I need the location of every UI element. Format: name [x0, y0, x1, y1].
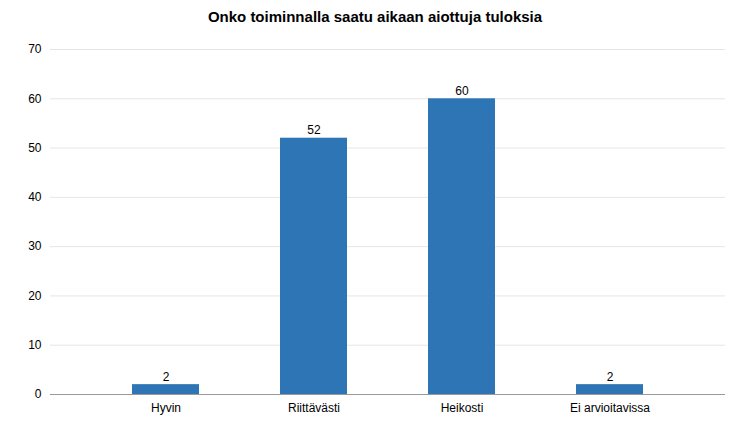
svg-text:2: 2: [607, 370, 614, 384]
svg-text:Riittävästi: Riittävästi: [288, 401, 340, 415]
svg-text:Hyvin: Hyvin: [151, 401, 181, 415]
svg-text:40: 40: [28, 190, 42, 204]
html-text:Onko toiminnalla saatu aikaan: Onko toiminnalla saatu aikaan aiottuja t…: [207, 8, 543, 25]
svg-text:30: 30: [28, 239, 42, 253]
svg-text:Heikosti: Heikosti: [441, 401, 484, 415]
svg-text:10: 10: [28, 338, 42, 352]
svg-text:52: 52: [307, 123, 321, 137]
svg-text:60: 60: [455, 84, 469, 98]
svg-text:70: 70: [28, 42, 42, 56]
svg-text:2: 2: [163, 370, 170, 384]
svg-text:60: 60: [28, 92, 42, 106]
svg-text:50: 50: [28, 141, 42, 155]
svg-text:20: 20: [28, 289, 42, 303]
svg-text:0: 0: [35, 387, 42, 401]
svg-text:Ei arvioitavissa: Ei arvioitavissa: [570, 401, 650, 415]
